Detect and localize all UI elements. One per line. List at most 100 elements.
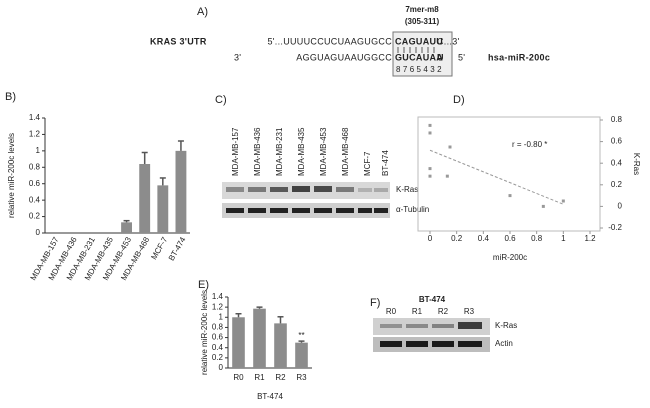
utr-site: CAGUAUU bbox=[395, 36, 443, 46]
point bbox=[428, 174, 432, 178]
y-tick-label: 0.2 bbox=[212, 353, 224, 362]
utr-sequence: C...3' bbox=[437, 36, 460, 46]
bar bbox=[121, 222, 132, 233]
y-tick-label: 1.2 bbox=[212, 302, 224, 311]
plot-frame bbox=[417, 116, 601, 232]
panel-label: B) bbox=[5, 91, 16, 103]
y-tick-label: 0.8 bbox=[212, 323, 224, 332]
panel-label: F) bbox=[370, 297, 380, 309]
y-tick-label: 1.4 bbox=[212, 292, 224, 301]
band-label: K-Ras bbox=[495, 321, 517, 330]
x-axis-label: BT-474 bbox=[257, 392, 283, 401]
annotation: ** bbox=[298, 331, 304, 340]
band-label: α-Tubulin bbox=[396, 205, 429, 214]
bar bbox=[157, 185, 169, 233]
y-tick-label: 0.6 bbox=[29, 179, 41, 188]
y-tick-label: -0.2 bbox=[608, 223, 622, 232]
y-tick-label: 0.8 bbox=[611, 115, 623, 124]
y-tick-label: 0 bbox=[618, 202, 623, 211]
point bbox=[445, 174, 449, 178]
point bbox=[561, 199, 565, 203]
panel-label: A) bbox=[197, 6, 208, 18]
mir-end: 5' bbox=[458, 52, 465, 62]
pairing-lines bbox=[397, 47, 435, 53]
x-tick-label: 1.2 bbox=[584, 234, 596, 243]
bar bbox=[295, 342, 308, 368]
point bbox=[428, 167, 432, 171]
site-box bbox=[392, 31, 453, 77]
band-label: K-Ras bbox=[396, 185, 418, 194]
mir-sequence: U bbox=[437, 52, 444, 62]
x-axis-label: miR-200c bbox=[493, 253, 527, 262]
x-tick-label: R3 bbox=[296, 373, 307, 382]
x-tick-label: 0 bbox=[428, 234, 433, 243]
bands bbox=[380, 341, 482, 347]
y-tick-label: 0.2 bbox=[611, 180, 623, 189]
lane-labels: R0 R1 R2 R3 bbox=[386, 307, 475, 316]
lane-label: R0 bbox=[386, 307, 397, 316]
point bbox=[541, 204, 545, 208]
y-tick-label: 0.6 bbox=[611, 137, 623, 146]
utr-sequence: 5'...UUUUCCUCUAAGUGCC bbox=[267, 36, 392, 46]
seed-positions: 8765432 bbox=[396, 65, 444, 74]
point bbox=[428, 123, 432, 127]
y-tick-label: 0.6 bbox=[212, 333, 224, 342]
bar bbox=[175, 150, 187, 233]
y-tick-label: 0.2 bbox=[29, 212, 41, 221]
lane-label: R1 bbox=[412, 307, 423, 316]
lane-label: MDA-MB-157 bbox=[231, 127, 240, 176]
y-tick-label: 1.2 bbox=[29, 130, 41, 139]
y-tick-label: 0 bbox=[219, 363, 224, 372]
lane-label: MCF-7 bbox=[363, 151, 372, 176]
y-tick-label: 0.4 bbox=[611, 158, 623, 167]
y-axis-label: relative miR-200c levels bbox=[7, 133, 16, 218]
panel-label: E) bbox=[198, 279, 209, 291]
lane-labels: MDA-MB-157 MDA-MB-436 MDA-MB-231 MDA-MB-435… bbox=[231, 127, 390, 176]
annotation: r = -0.80 * bbox=[512, 140, 547, 149]
trend-line bbox=[429, 149, 564, 205]
y-tick-label: 1 bbox=[219, 312, 224, 321]
bar bbox=[274, 323, 287, 368]
lane-label: MDA-MB-436 bbox=[253, 127, 262, 176]
panel-label: C) bbox=[215, 94, 227, 106]
y-tick-label: 1.4 bbox=[29, 113, 41, 122]
mir-site: GUCAUAA bbox=[395, 52, 443, 62]
point bbox=[428, 131, 432, 135]
band-label: Actin bbox=[495, 339, 513, 348]
x-tick-label: R2 bbox=[275, 373, 286, 382]
blot bbox=[373, 337, 490, 352]
blot-title: BT-474 bbox=[419, 295, 446, 304]
x-tick-label: 1 bbox=[561, 234, 566, 243]
x-tick-label: R0 bbox=[233, 373, 244, 382]
y-tick-label: 0 bbox=[36, 228, 41, 237]
y-tick-label: 0.4 bbox=[212, 343, 224, 352]
y-tick-label: 0.4 bbox=[29, 195, 41, 204]
x-tick-label: R1 bbox=[254, 373, 265, 382]
bands bbox=[380, 322, 482, 329]
mir-name: hsa-miR-200c bbox=[488, 52, 550, 62]
lane-label: MDA-MB-435 bbox=[297, 127, 306, 176]
x-tick-label: 0.2 bbox=[451, 234, 463, 243]
lane-label: BT-474 bbox=[381, 150, 390, 176]
bands bbox=[226, 208, 388, 213]
bar bbox=[232, 317, 245, 368]
panel-label: D) bbox=[453, 94, 465, 106]
bar bbox=[253, 308, 266, 368]
site-name: 7mer-m8 bbox=[405, 5, 439, 14]
y-tick-label: 1 bbox=[36, 146, 41, 155]
lane-label: R3 bbox=[464, 307, 475, 316]
mir-end: 3' bbox=[234, 52, 241, 62]
lane-label: MDA-MB-468 bbox=[341, 127, 350, 176]
bar bbox=[139, 164, 151, 233]
bands bbox=[226, 186, 388, 192]
y-tick-label: 0.8 bbox=[29, 162, 41, 171]
point bbox=[448, 145, 452, 149]
y-axis-label: relative miR-200c levels bbox=[200, 290, 209, 375]
x-tick-label: 0.4 bbox=[478, 234, 490, 243]
point bbox=[508, 194, 512, 198]
x-tick-label: 0.6 bbox=[504, 234, 516, 243]
y-axis-label: K-Ras bbox=[632, 153, 641, 175]
x-tick-label: 0.8 bbox=[531, 234, 543, 243]
gene-label: KRAS 3'UTR bbox=[150, 36, 207, 46]
